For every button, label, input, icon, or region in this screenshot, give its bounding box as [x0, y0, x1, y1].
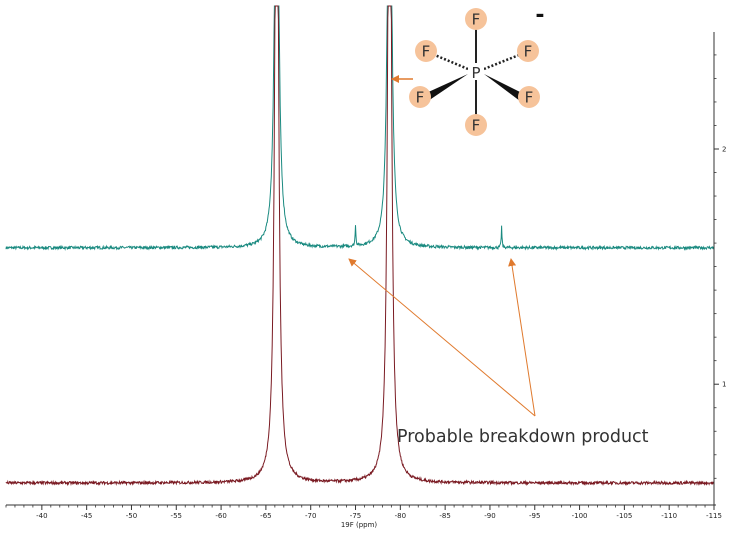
x-tick-label: -70: [305, 512, 316, 520]
svg-text:P: P: [471, 64, 480, 82]
annotation-layer: Probable breakdown product: [348, 75, 649, 447]
bond-lower-right-wedge: [484, 74, 524, 101]
svg-text:F: F: [416, 89, 425, 107]
annotation-arrow-right: [508, 258, 536, 417]
svg-text:F: F: [472, 11, 481, 29]
x-tick-label: -90: [484, 512, 495, 520]
svg-text:F: F: [472, 117, 481, 135]
spectrum-line-2: [5, 5, 715, 487]
x-tick-label: -75: [350, 512, 361, 520]
x-tick-label: -45: [81, 512, 92, 520]
f-atom-lower-left: F: [409, 86, 431, 108]
annotation-label: Probable breakdown product: [397, 427, 649, 447]
bond-upper-left: [429, 51, 469, 71]
y-tick-label: 1: [722, 381, 726, 389]
x-axis: -40 -45 -50 -55 -60 -65 -70 -75 -80 -85 -90 -95 -100…: [5, 504, 722, 529]
svg-text:F: F: [422, 43, 431, 61]
f-atom-top: F: [465, 8, 487, 30]
x-tick-label: -40: [36, 512, 47, 520]
x-minor-ticks: [5, 505, 706, 508]
x-tick-label: -65: [260, 512, 271, 520]
x-tick-label: -100: [572, 512, 588, 520]
x-tick-label: -55: [171, 512, 182, 520]
annotation-arrow-left: [348, 258, 536, 417]
x-tick-label: -50: [126, 512, 137, 520]
x-tick-label: -85: [439, 512, 450, 520]
f-atom-upper-left: F: [415, 40, 437, 62]
spectrum-line-1: [5, 5, 715, 251]
x-tick-label: -80: [395, 512, 406, 520]
f-atom-lower-right: F: [518, 86, 540, 108]
svg-text:F: F: [525, 89, 534, 107]
bond-upper-right: [483, 51, 525, 71]
y-tick-label: 2: [722, 146, 726, 154]
y-axis: 12: [713, 32, 726, 505]
x-tick-label: -60: [215, 512, 226, 520]
x-tick-label: -110: [661, 512, 677, 520]
x-axis-title: 19F (ppm): [341, 521, 378, 529]
p-atom-center: P: [468, 63, 484, 82]
f-atom-upper-right: F: [517, 40, 539, 62]
x-tick-label: -95: [529, 512, 540, 520]
charge-label: -: [535, 3, 544, 28]
pf6-molecule: F F F F F F P -: [409, 3, 545, 136]
f-atom-bottom: F: [465, 114, 487, 136]
bond-lower-left-wedge: [424, 74, 468, 101]
x-major-ticks: -40 -45 -50 -55 -60 -65 -70 -75 -80 -85 -90 -95 -100…: [36, 505, 722, 520]
x-tick-label: -115: [706, 512, 722, 520]
x-tick-label: -105: [616, 512, 632, 520]
y-major-ticks: 12: [714, 146, 726, 389]
svg-text:F: F: [524, 43, 533, 61]
y-minor-ticks: [714, 54, 717, 479]
series-layer: [5, 5, 715, 487]
